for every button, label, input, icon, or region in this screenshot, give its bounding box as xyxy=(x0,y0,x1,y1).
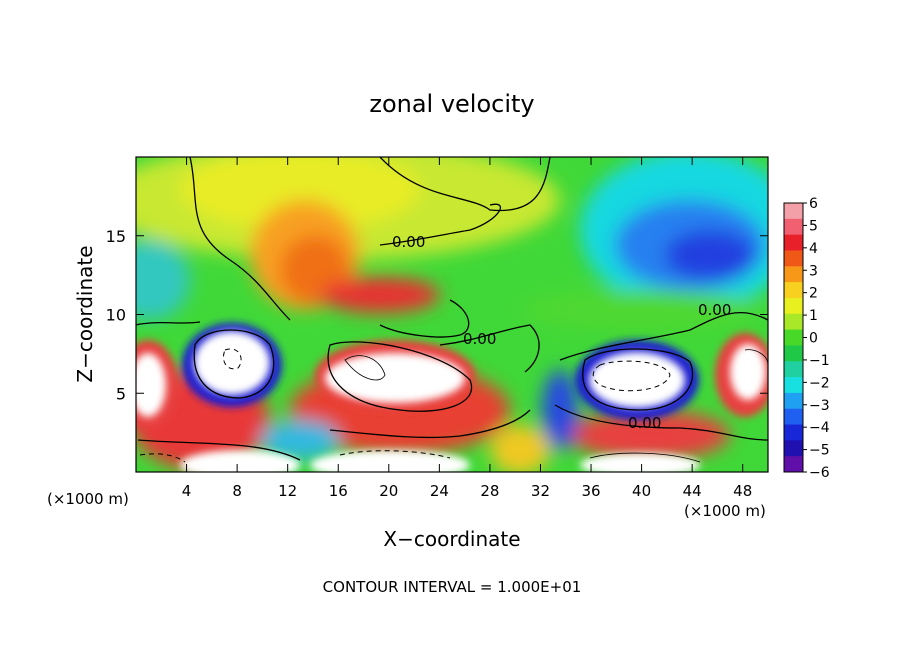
colorbar-tick-label: −2 xyxy=(809,375,830,391)
colorbar-swatch xyxy=(784,440,803,457)
contour-blob-left xyxy=(193,329,275,399)
blob-white-bottom-right xyxy=(580,453,700,472)
x-units-right: (×1000 m) xyxy=(684,502,766,520)
colorbar-swatch xyxy=(784,234,803,251)
colorbar-swatch xyxy=(784,218,803,236)
region-right-darkblue xyxy=(665,230,755,280)
x-tick-label: 8 xyxy=(232,482,242,500)
x-tick-label: 24 xyxy=(430,482,449,500)
contour-label: 0.00 xyxy=(628,414,661,432)
region-lower-cyan xyxy=(260,420,340,460)
region-upper-yellow-core xyxy=(180,157,420,230)
colorbar-tick-label: 6 xyxy=(809,196,818,212)
contour-blob-center xyxy=(327,341,473,412)
x-tick-label: 32 xyxy=(531,482,550,500)
contour-dashed-bottom xyxy=(139,450,451,463)
contour-dashed-left xyxy=(223,348,242,370)
colorbar-swatch xyxy=(784,203,803,220)
contour-thin-center xyxy=(344,355,386,381)
colorbar-tick-label: −1 xyxy=(809,353,830,369)
x-tick-label: 28 xyxy=(480,482,499,500)
colorbar-tick-label: −3 xyxy=(809,398,830,414)
x-axis-ticks: 4 8 12 16 20 24 28 32 36 40 44 48 xyxy=(182,157,752,500)
colorbar-tick-label: 5 xyxy=(809,218,818,234)
x-tick-label: 48 xyxy=(733,482,752,500)
contour-label: 0.00 xyxy=(392,233,425,251)
x-units-left: (×1000 m) xyxy=(47,490,129,508)
chart-title: zonal velocity xyxy=(369,90,534,118)
contour-dashed-right xyxy=(592,360,671,392)
x-tick-label: 36 xyxy=(581,482,600,500)
contour-blob-right xyxy=(582,348,694,411)
blob-white-center xyxy=(325,353,465,403)
contour-dashed xyxy=(139,348,671,463)
colorbar-tick-label: 3 xyxy=(809,263,818,279)
x-tick-label: 16 xyxy=(329,482,348,500)
x-tick-label: 4 xyxy=(182,482,192,500)
y-tick-label: 15 xyxy=(106,227,126,246)
blob-white-bottom-left xyxy=(180,450,300,472)
y-tick-label: 5 xyxy=(116,384,126,403)
region-lower-blue-center xyxy=(542,370,578,450)
region-red-streak xyxy=(320,277,440,313)
contour-lines xyxy=(136,157,768,461)
colorbar-swatch xyxy=(784,456,803,473)
colorbar-tick-label: 0 xyxy=(809,331,818,347)
x-tick-label: 20 xyxy=(379,482,398,500)
colorbar-swatch xyxy=(784,345,803,362)
region-lower-yellow-mid xyxy=(490,425,550,472)
x-tick-label: 40 xyxy=(632,482,651,500)
colorbar-swatch xyxy=(784,329,803,346)
colorbar-tick-label: 1 xyxy=(809,308,818,324)
y-tick-label: 10 xyxy=(106,306,126,325)
blob-white-left xyxy=(194,331,270,395)
colorbar-swatch xyxy=(784,408,803,426)
contour-interval-annotation: CONTOUR INTERVAL = 1.000E+01 xyxy=(323,578,582,596)
colorbar-tick-label: −6 xyxy=(809,465,830,481)
heatmap-field xyxy=(136,157,768,472)
colorbar-tick-label: −5 xyxy=(809,443,830,459)
region-left-cyan xyxy=(136,240,190,320)
y-axis-label: Z−coordinate xyxy=(73,245,97,382)
colorbar-swatch xyxy=(784,313,803,331)
blob-white-right xyxy=(589,352,685,408)
colorbar-swatch xyxy=(784,424,803,441)
colorbar-tick-label: 4 xyxy=(809,241,818,257)
colorbar-swatch xyxy=(784,377,803,394)
blob-white-bottom-mid xyxy=(310,450,470,472)
colorbar-tick-label: −4 xyxy=(809,420,830,436)
colorbar-tick-label: 2 xyxy=(809,286,818,302)
contour-zero-main xyxy=(136,157,768,461)
region-right-green xyxy=(520,290,760,330)
x-tick-label: 44 xyxy=(683,482,702,500)
colorbar-swatch xyxy=(784,266,803,283)
x-tick-label: 12 xyxy=(278,482,297,500)
colorbar: 6 5 4 3 2 1 0 −1 −2 −3 −4 −5 −6 xyxy=(783,196,830,481)
y-axis-ticks: 5 10 15 xyxy=(106,227,768,403)
colorbar-swatch xyxy=(784,282,803,299)
colorbar-swatch xyxy=(784,392,803,410)
colorbar-swatch xyxy=(784,250,803,267)
contour-label: 0.00 xyxy=(698,301,731,319)
blob-white-far-right xyxy=(730,344,766,400)
colorbar-swatch xyxy=(784,297,803,315)
contour-labels: 0.00 0.00 0.00 0.00 xyxy=(392,233,731,432)
contour-label: 0.00 xyxy=(463,330,496,348)
x-axis-label: X−coordinate xyxy=(383,527,520,551)
blob-white-far-left xyxy=(136,353,166,417)
colorbar-swatch xyxy=(784,361,803,378)
contour-thin-bottom-right xyxy=(589,452,701,463)
